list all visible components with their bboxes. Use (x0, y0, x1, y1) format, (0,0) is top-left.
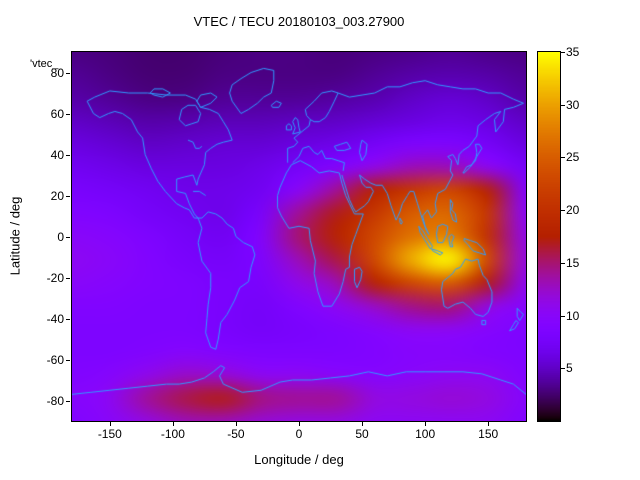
y-tick-label: -40 (46, 311, 64, 326)
x-tick-label: -50 (227, 427, 245, 441)
series-key-label: 'vtec_ (30, 58, 59, 70)
y-tick-label: 20 (50, 188, 64, 203)
y-tick-mark (66, 72, 70, 74)
colorbar-tick-mark (561, 368, 565, 370)
colorbar-tick-label: 5 (566, 361, 573, 376)
y-tick-label: -60 (46, 352, 64, 367)
colorbar-tick-label: 15 (566, 255, 580, 270)
y-tick-mark (66, 236, 70, 238)
heatmap-plot-area (71, 51, 527, 422)
colorbar-tick-label: 30 (566, 97, 580, 112)
x-tick-mark (425, 422, 427, 426)
colorbar-canvas (538, 52, 560, 421)
colorbar-tick-mark (561, 315, 565, 317)
x-tick-label: 100 (415, 427, 436, 441)
x-tick-mark (109, 422, 111, 426)
colorbar (537, 51, 561, 422)
y-tick-mark (66, 113, 70, 115)
x-tick-mark (488, 422, 490, 426)
x-tick-mark (172, 422, 174, 426)
y-tick-mark (66, 154, 70, 156)
heatmap-canvas (72, 52, 526, 421)
y-tick-label: 80 (50, 65, 64, 80)
colorbar-tick-label: 35 (566, 45, 580, 59)
colorbar-tick-mark (561, 210, 565, 212)
y-tick-mark (66, 400, 70, 402)
x-tick-label: -100 (160, 427, 185, 441)
x-axis-label: Longitude / deg (254, 452, 344, 467)
colorbar-tick-mark (561, 262, 565, 264)
x-tick-mark (362, 422, 364, 426)
colorbar-tick-mark (561, 52, 565, 53)
x-tick-label: 0 (295, 427, 303, 441)
y-tick-mark (66, 277, 70, 279)
y-tick-label: -20 (46, 270, 64, 285)
colorbar-tick-label: 10 (566, 308, 580, 323)
x-tick-label: -150 (97, 427, 122, 441)
y-tick-label: 40 (50, 147, 64, 162)
y-tick-label: 0 (57, 229, 64, 244)
x-tick-mark (299, 422, 300, 426)
chart-title: VTEC / TECU 20180103_003.27900 (193, 14, 405, 29)
colorbar-tick-label: 25 (566, 150, 580, 165)
y-tick-mark (66, 195, 70, 197)
y-tick-label: 60 (50, 106, 64, 121)
colorbar-tick-mark (561, 104, 565, 106)
colorbar-tick-mark (561, 157, 565, 159)
y-tick-label: -80 (46, 393, 64, 408)
colorbar-tick-label: 20 (566, 203, 580, 218)
x-tick-label: 50 (355, 427, 369, 441)
x-tick-label: 150 (478, 427, 499, 441)
y-tick-mark (66, 318, 70, 320)
x-tick-mark (235, 422, 237, 426)
y-tick-mark (66, 359, 70, 361)
